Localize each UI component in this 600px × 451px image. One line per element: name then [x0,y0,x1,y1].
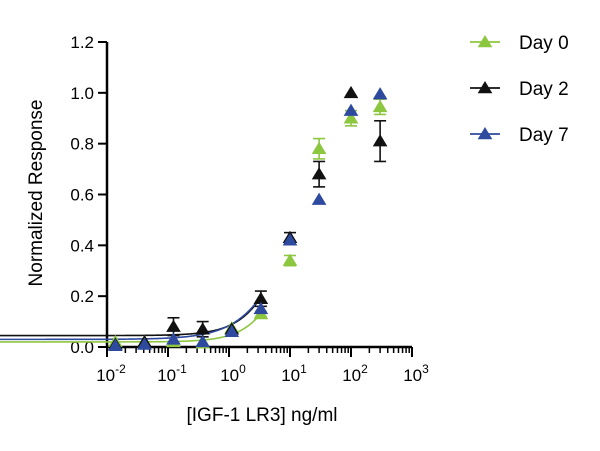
fit-curve-day-2 [0,300,259,337]
data-point-day-0 [372,99,388,113]
x-tick-label: 101 [281,362,307,385]
error-bars [167,98,387,338]
legend-label: Day 0 [519,33,569,54]
x-tick-label: 103 [403,362,429,385]
x-tick-label: 102 [342,362,368,385]
axes: 0.0 0.2 0.4 0.6 0.8 1.0 1.2 10-2 10-1 100 101 102 10… [70,33,429,385]
data-point-day-7 [372,87,388,100]
x-tick-label: 100 [220,362,246,385]
legend-marker [477,81,493,94]
data-point-day-2 [166,319,181,332]
legend-label: Day 7 [519,125,569,146]
data-point-day-0 [343,111,359,124]
y-tick-label: 0.4 [70,236,94,255]
x-axis-label: [IGF-1 LR3] ng/ml [187,405,338,426]
x-tick-label: 10-1 [157,362,187,385]
data-point-day-0 [311,141,327,154]
y-tick-label: 0.2 [70,287,94,306]
y-tick-label: 1.0 [70,84,94,103]
y-tick-label: 0.0 [70,338,94,357]
data-point-day-2 [372,134,388,147]
fit-curves [0,299,259,343]
data-point-day-7 [311,192,327,205]
fit-curve-day-0 [0,316,259,343]
data-point-day-7 [166,332,181,345]
data-point-day-7 [253,301,269,315]
data-point-day-7 [195,334,211,348]
data-point-day-7 [343,103,359,116]
legend-marker [477,35,493,48]
data-point-day-7 [282,233,298,246]
data-point-day-7 [137,337,152,350]
x-tick-label: 10-2 [96,362,126,385]
data-point-day-2 [195,322,211,335]
data-point-day-7 [107,338,123,351]
data-point-day-0 [282,253,298,266]
data-point-day-7 [224,324,240,337]
y-tick-label: 1.2 [70,33,94,52]
fit-curve-day-7 [0,299,259,341]
legend-marker [477,127,493,140]
data-point-day-2 [311,167,327,180]
y-tick-label: 0.6 [70,186,94,205]
data-points [107,85,388,351]
legend: Day 0 Day 2 Day 7 [470,33,569,146]
legend-label: Day 2 [519,79,569,100]
data-point-day-2 [343,85,359,99]
y-tick-label: 0.8 [70,135,94,154]
data-point-day-2 [253,291,269,304]
y-axis-label: Normalized Response [26,100,47,287]
